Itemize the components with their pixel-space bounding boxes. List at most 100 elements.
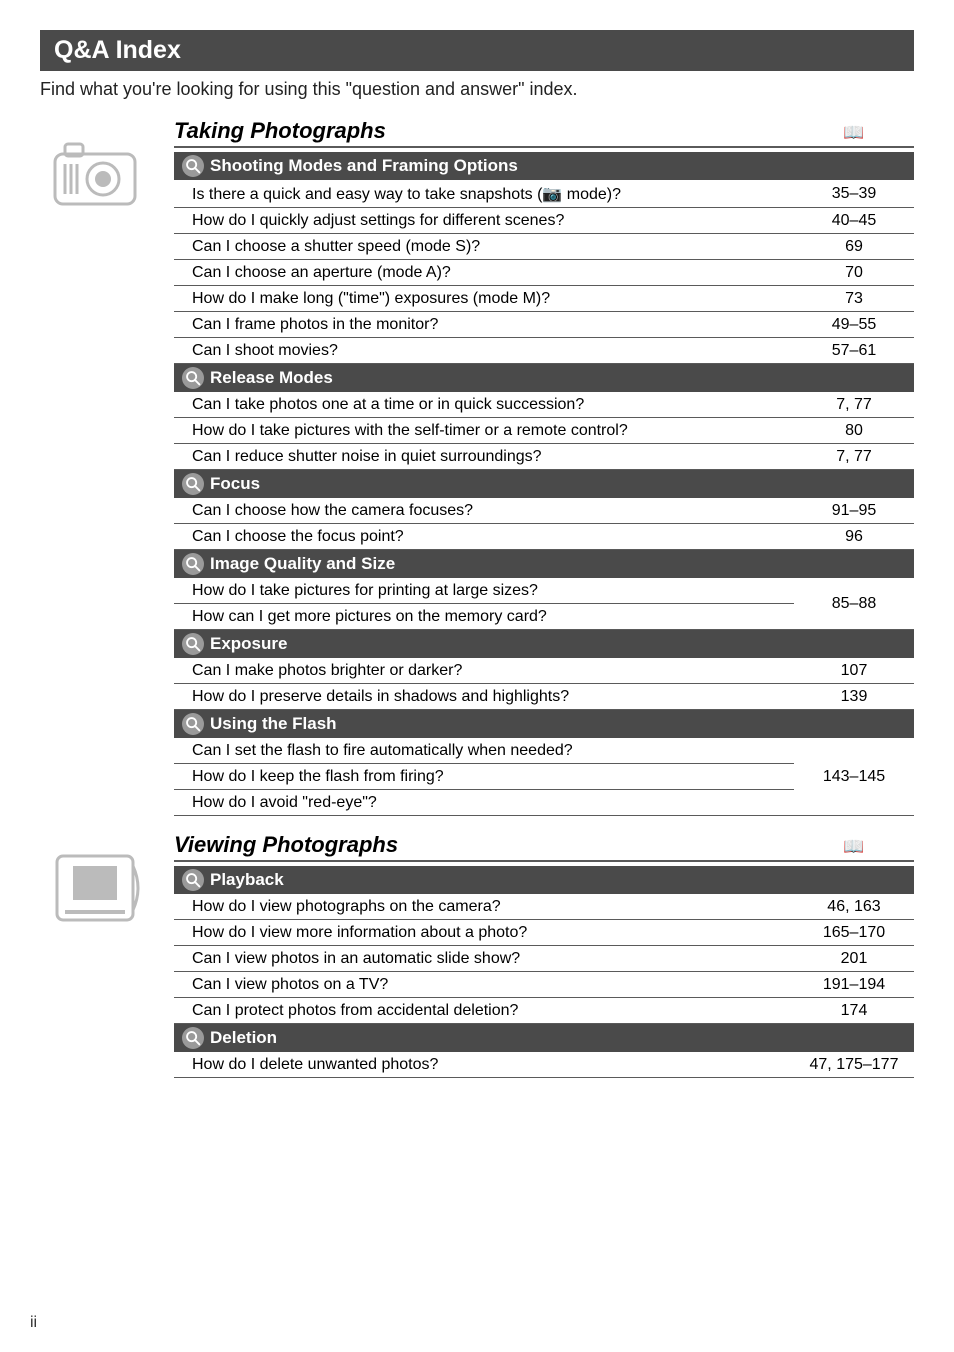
question-text: How do I take pictures for printing at l… (192, 582, 794, 600)
section-title: Viewing Photographs (174, 832, 398, 858)
book-icon: 📖 (794, 837, 914, 857)
qa-row: Can I choose an aperture (mode A)? 70 (174, 260, 914, 286)
page-ref: 73 (794, 290, 914, 308)
question-text: Can I set the flash to fire automaticall… (192, 742, 794, 760)
page-ref: 57–61 (794, 342, 914, 360)
question-text: Can I choose an aperture (mode A)? (192, 264, 782, 282)
qa-row: How do I keep the flash from firing? (174, 764, 794, 790)
page-ref: 40–45 (794, 212, 914, 230)
span-group: Can I set the flash to fire automaticall… (174, 738, 914, 816)
qa-row: Can I frame photos in the monitor? 49–55 (174, 312, 914, 338)
question-text: Can I shoot movies? (192, 342, 782, 360)
sub-header: Playback (174, 866, 914, 894)
question-text: Can I choose the focus point? (192, 528, 782, 546)
sub-header: Deletion (174, 1024, 914, 1052)
page-ref: 139 (794, 688, 914, 706)
magnifier-icon (182, 1027, 204, 1049)
sub-header: Shooting Modes and Framing Options (174, 152, 914, 180)
sub-header: Release Modes (174, 364, 914, 392)
page-ref: 143–145 (794, 738, 914, 816)
page-ref: 49–55 (794, 316, 914, 334)
question-text: How do I make long ("time") exposures (m… (192, 290, 782, 308)
question-text: How do I view more information about a p… (192, 924, 782, 942)
sub-header: Exposure (174, 630, 914, 658)
qa-row: Can I take photos one at a time or in qu… (174, 392, 914, 418)
section-header: Taking Photographs 📖 (174, 118, 914, 148)
magnifier-icon (182, 473, 204, 495)
sub-header-label: Release Modes (210, 368, 333, 388)
qa-row: Can I view photos in an automatic slide … (174, 946, 914, 972)
qa-row: How can I get more pictures on the memor… (174, 604, 794, 630)
span-questions: Can I set the flash to fire automaticall… (174, 738, 794, 816)
intro-text: Find what you're looking for using this … (40, 79, 914, 100)
question-text: How do I avoid "red-eye"? (192, 794, 794, 812)
qa-row: How do I view photographs on the camera?… (174, 894, 914, 920)
span-questions: How do I take pictures for printing at l… (174, 578, 794, 630)
question-text: How do I view photographs on the camera? (192, 898, 782, 916)
page-ref: 165–170 (794, 924, 914, 942)
question-text: Is there a quick and easy way to take sn… (192, 184, 782, 204)
photo-side-icon (45, 838, 145, 938)
qa-row: How do I quickly adjust settings for dif… (174, 208, 914, 234)
sub-header-label: Focus (210, 474, 260, 494)
side-icon-container (40, 118, 150, 224)
question-text: How do I keep the flash from firing? (192, 768, 794, 786)
page-ref: 191–194 (794, 976, 914, 994)
qa-row: Can I protect photos from accidental del… (174, 998, 914, 1024)
question-text: Can I frame photos in the monitor? (192, 316, 782, 334)
question-text: Can I reduce shutter noise in quiet surr… (192, 448, 782, 466)
qa-row: How do I take pictures with the self-tim… (174, 418, 914, 444)
page-ref: 85–88 (794, 578, 914, 630)
question-text: How do I take pictures with the self-tim… (192, 422, 782, 440)
qa-row: How do I preserve details in shadows and… (174, 684, 914, 710)
qa-row: Can I choose the focus point? 96 (174, 524, 914, 550)
question-text: Can I protect photos from accidental del… (192, 1002, 782, 1020)
sub-header: Image Quality and Size (174, 550, 914, 578)
camera-side-icon (45, 124, 145, 224)
qa-row: Can I choose how the camera focuses?91–9… (174, 498, 914, 524)
sub-header: Focus (174, 470, 914, 498)
page-ref: 91–95 (794, 502, 914, 520)
qa-row: Can I shoot movies? 57–61 (174, 338, 914, 364)
page-ref: 174 (794, 1002, 914, 1020)
sub-header-label: Image Quality and Size (210, 554, 395, 574)
page-ref: 80 (794, 422, 914, 440)
page-ref: 201 (794, 950, 914, 968)
magnifier-icon (182, 367, 204, 389)
page-ref: 7, 77 (794, 448, 914, 466)
section-title: Taking Photographs (174, 118, 386, 144)
qa-row: How do I avoid "red-eye"? (174, 790, 794, 816)
sub-header-label: Using the Flash (210, 714, 337, 734)
page-ref: 96 (794, 528, 914, 546)
side-icon-container (40, 832, 150, 938)
qa-row: How do I make long ("time") exposures (m… (174, 286, 914, 312)
question-text: How can I get more pictures on the memor… (192, 608, 794, 626)
qa-index-banner: Q&A Index (40, 30, 914, 71)
sub-header-label: Playback (210, 870, 284, 890)
page-ref: 46, 163 (794, 898, 914, 916)
qa-row: Can I make photos brighter or darker?107 (174, 658, 914, 684)
magnifier-icon (182, 155, 204, 177)
question-text: Can I take photos one at a time or in qu… (192, 396, 782, 414)
section-body: Taking Photographs 📖 Shooting Modes and Fr… (174, 118, 914, 816)
qa-row: Can I set the flash to fire automaticall… (174, 738, 794, 764)
section-row: Taking Photographs 📖 Shooting Modes and Fr… (40, 118, 914, 816)
section-header: Viewing Photographs 📖 (174, 832, 914, 862)
qa-row: Can I choose a shutter speed (mode S)?69 (174, 234, 914, 260)
qa-row: How do I delete unwanted photos?47, 175–… (174, 1052, 914, 1078)
page-ref: 107 (794, 662, 914, 680)
question-text: Can I view photos in an automatic slide … (192, 950, 782, 968)
qa-row: Can I reduce shutter noise in quiet surr… (174, 444, 914, 470)
page-ref: 70 (794, 264, 914, 282)
qa-row: How do I take pictures for printing at l… (174, 578, 794, 604)
sub-header-label: Shooting Modes and Framing Options (210, 156, 518, 176)
sub-header-label: Exposure (210, 634, 287, 654)
question-text: How do I preserve details in shadows and… (192, 688, 782, 706)
page-ref: 69 (794, 238, 914, 256)
question-text: How do I delete unwanted photos? (192, 1056, 782, 1074)
page-ref: 7, 77 (794, 396, 914, 414)
book-icon: 📖 (794, 123, 914, 143)
page-ref: 35–39 (794, 185, 914, 203)
span-group: How do I take pictures for printing at l… (174, 578, 914, 630)
qa-row: Can I view photos on a TV?191–194 (174, 972, 914, 998)
